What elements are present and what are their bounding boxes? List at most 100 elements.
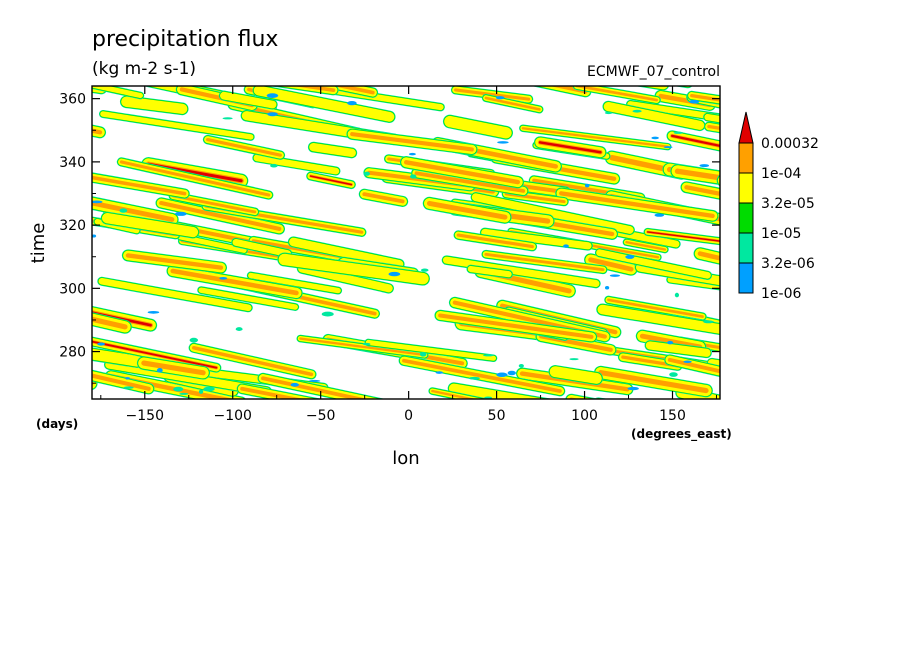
precip-streak bbox=[481, 249, 608, 275]
precip-speck bbox=[632, 109, 642, 113]
precip-contour bbox=[559, 191, 715, 219]
precip-contour bbox=[734, 51, 842, 75]
precip-speck bbox=[669, 372, 678, 377]
precip-speck bbox=[321, 311, 334, 317]
precip-streak bbox=[92, 86, 145, 100]
precip-contour bbox=[596, 249, 711, 279]
precip-speck bbox=[175, 211, 187, 216]
precip-speck bbox=[627, 386, 639, 391]
precip-contour bbox=[240, 386, 305, 399]
precip-speck bbox=[609, 274, 621, 277]
precip-contour bbox=[402, 358, 562, 393]
precip-speck bbox=[92, 200, 103, 204]
precip-speck bbox=[267, 112, 278, 117]
precip-streak bbox=[555, 187, 719, 222]
precip-streak bbox=[155, 197, 286, 235]
precip-contour bbox=[588, 257, 634, 272]
precip-streak bbox=[218, 90, 278, 110]
precip-streak bbox=[470, 192, 635, 236]
precip-contour bbox=[383, 409, 485, 424]
x-tick-label: 0 bbox=[404, 408, 413, 424]
x-tick-label: 50 bbox=[488, 408, 506, 424]
precip-speck bbox=[147, 310, 160, 314]
precip-speck bbox=[483, 354, 494, 357]
precip-contour bbox=[100, 111, 254, 140]
colorbar-label: 0.00032 bbox=[761, 136, 819, 152]
precip-streak bbox=[519, 124, 672, 151]
precip-streak bbox=[670, 163, 720, 186]
precip-speck bbox=[173, 386, 184, 392]
precip-speck bbox=[97, 342, 105, 346]
precip-streak bbox=[257, 372, 385, 399]
precip-streak bbox=[296, 263, 394, 294]
x-tick-label: −50 bbox=[306, 408, 336, 424]
precip-contour bbox=[734, 51, 842, 75]
precip-contour bbox=[232, 238, 292, 258]
precip-contour bbox=[538, 141, 602, 154]
precip-streak bbox=[480, 72, 538, 80]
precip-speck bbox=[654, 213, 665, 217]
precip-contour bbox=[92, 381, 94, 386]
precip-contour bbox=[603, 101, 705, 130]
precip-streak bbox=[136, 356, 211, 380]
precip-speck bbox=[507, 370, 516, 376]
precip-streak bbox=[602, 100, 706, 132]
precip-contour bbox=[309, 142, 356, 158]
x-tick-label: −150 bbox=[126, 408, 164, 424]
precip-contour bbox=[350, 86, 367, 89]
precip-contour bbox=[92, 377, 97, 390]
precip-contour bbox=[700, 403, 820, 429]
precip-speck bbox=[123, 386, 134, 389]
precip-streak bbox=[698, 398, 820, 429]
y-tick-label: 320 bbox=[59, 218, 86, 234]
precip-streak bbox=[98, 109, 255, 141]
precip-streak bbox=[346, 128, 478, 156]
precip-streak bbox=[422, 196, 512, 224]
precip-streak bbox=[116, 157, 274, 200]
precip-speck bbox=[308, 379, 321, 382]
precip-streak bbox=[411, 167, 529, 197]
precip-contour bbox=[444, 115, 512, 139]
precip-speck bbox=[699, 164, 710, 168]
precip-speck bbox=[410, 174, 417, 179]
precip-contour bbox=[292, 86, 336, 92]
precip-contour bbox=[383, 409, 485, 424]
precip-contour bbox=[198, 287, 298, 310]
precip-streak bbox=[188, 342, 317, 380]
precip-streak bbox=[596, 303, 720, 336]
precip-speck bbox=[189, 337, 199, 343]
precip-streak bbox=[350, 86, 367, 89]
precip-speck bbox=[125, 377, 130, 380]
precip-contour bbox=[539, 334, 613, 352]
precip-speck bbox=[388, 271, 401, 277]
precip-speck bbox=[419, 351, 427, 357]
precip-streak bbox=[287, 236, 405, 270]
precip-contour bbox=[283, 42, 346, 52]
precip-contour bbox=[92, 373, 151, 391]
precip-speck bbox=[625, 254, 635, 259]
precip-contour bbox=[403, 160, 520, 185]
precip-streak bbox=[320, 86, 445, 112]
precip-contour bbox=[191, 346, 314, 377]
precip-speck bbox=[651, 136, 659, 140]
precip-speck bbox=[219, 277, 228, 280]
precip-contour bbox=[684, 185, 720, 196]
precip-contour bbox=[627, 101, 720, 121]
precip-contour bbox=[332, 86, 375, 95]
precip-streak bbox=[734, 51, 842, 75]
precip-contour bbox=[737, 412, 823, 426]
precip-speck bbox=[347, 100, 357, 106]
precip-streak bbox=[604, 295, 707, 321]
precip-contour bbox=[737, 412, 823, 426]
precip-contour bbox=[92, 376, 98, 390]
precip-contour bbox=[414, 171, 526, 193]
precip-speck bbox=[203, 386, 215, 392]
precip-speck bbox=[179, 392, 189, 395]
precip-contour bbox=[377, 68, 419, 76]
precip-streak bbox=[622, 238, 669, 254]
colorbar-swatch bbox=[738, 202, 754, 234]
precip-streak bbox=[593, 365, 713, 398]
precip-streak bbox=[92, 376, 98, 390]
precip-streak bbox=[664, 354, 720, 378]
colorbar-swatch bbox=[738, 172, 754, 204]
